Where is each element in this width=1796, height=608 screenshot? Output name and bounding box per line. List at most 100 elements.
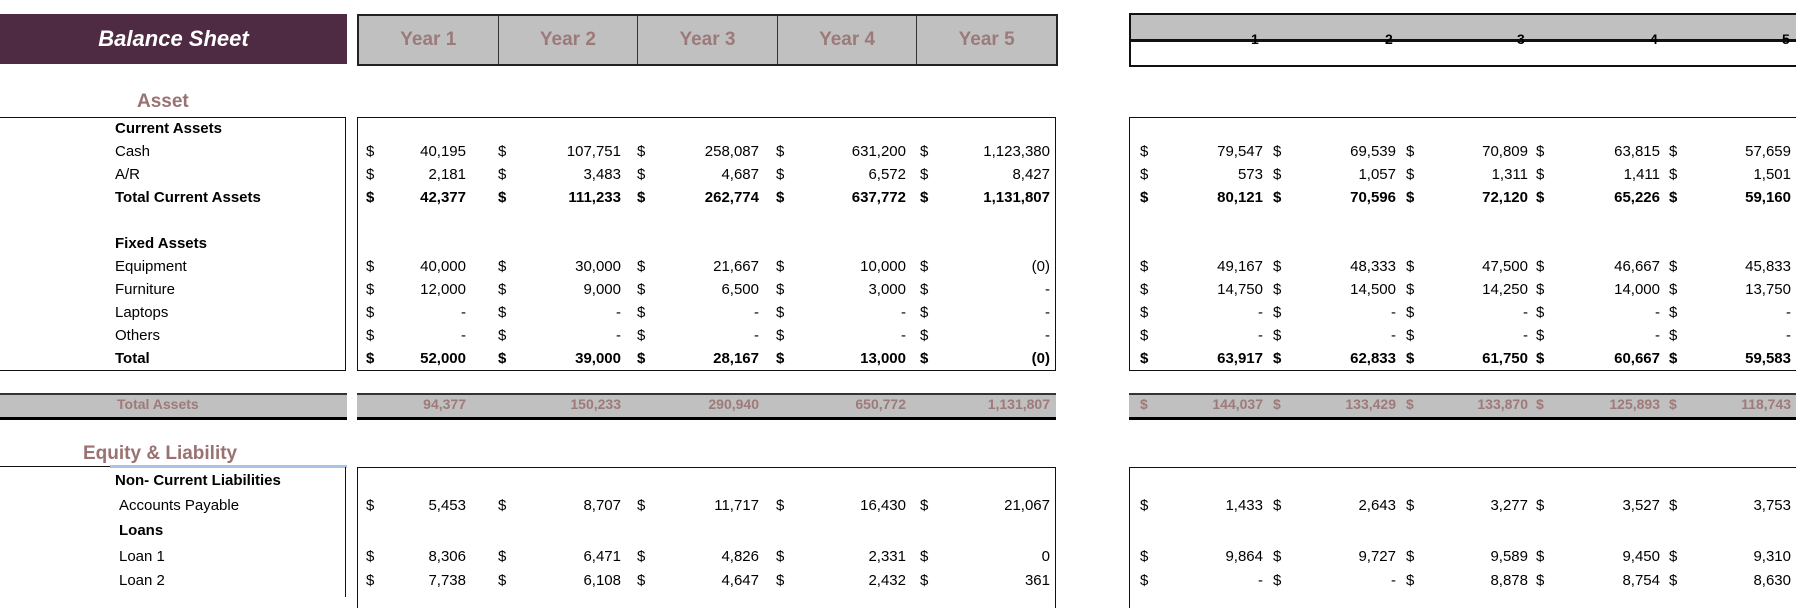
value-cell[interactable]: 14,000: [1614, 281, 1660, 298]
value-cell[interactable]: 111,233: [568, 189, 621, 206]
value-cell[interactable]: 6,500: [721, 281, 759, 298]
value-cell[interactable]: 6,572: [868, 166, 906, 183]
value-cell[interactable]: -: [1045, 281, 1050, 298]
value-cell[interactable]: 3,277: [1490, 497, 1528, 514]
value-cell[interactable]: 14,250: [1482, 281, 1528, 298]
value-cell[interactable]: 45,833: [1745, 258, 1791, 275]
year-1-header[interactable]: Year 1: [359, 16, 499, 64]
value-cell[interactable]: -: [1655, 327, 1660, 344]
value-cell[interactable]: -: [1655, 304, 1660, 321]
value-cell[interactable]: 13,000: [860, 350, 906, 367]
value-cell[interactable]: 59,583: [1745, 350, 1791, 367]
value-cell[interactable]: 2,643: [1358, 497, 1396, 514]
value-cell[interactable]: -: [461, 304, 466, 321]
value-cell[interactable]: 14,750: [1217, 281, 1263, 298]
value-cell[interactable]: 80,121: [1217, 189, 1263, 206]
value-cell[interactable]: -: [1391, 327, 1396, 344]
value-cell[interactable]: -: [1523, 327, 1528, 344]
value-cell[interactable]: 8,427: [1012, 166, 1050, 183]
value-cell[interactable]: 631,200: [851, 143, 906, 160]
value-cell[interactable]: 107,751: [566, 143, 621, 160]
value-cell[interactable]: 150,233: [570, 396, 621, 412]
value-cell[interactable]: (0): [1031, 350, 1050, 367]
value-cell[interactable]: 11,717: [714, 497, 759, 514]
value-cell[interactable]: 8,306: [428, 548, 466, 565]
value-cell[interactable]: (0): [1031, 258, 1050, 275]
value-cell[interactable]: 30,000: [575, 258, 621, 275]
value-cell[interactable]: -: [754, 304, 759, 321]
value-cell[interactable]: 14,500: [1350, 281, 1396, 298]
value-cell[interactable]: 21,067: [1004, 497, 1050, 514]
year-5-header[interactable]: Year 5: [958, 29, 1015, 50]
value-cell[interactable]: 4,826: [721, 548, 759, 565]
value-cell[interactable]: 2,181: [428, 166, 466, 183]
value-cell[interactable]: 3,000: [868, 281, 906, 298]
value-cell[interactable]: 133,429: [1345, 396, 1396, 412]
value-cell[interactable]: 9,864: [1225, 548, 1263, 565]
value-cell[interactable]: -: [1786, 327, 1791, 344]
value-cell[interactable]: 70,596: [1350, 189, 1396, 206]
value-cell[interactable]: -: [1523, 304, 1528, 321]
value-cell[interactable]: 8,707: [583, 497, 621, 514]
value-cell[interactable]: 47,500: [1482, 258, 1528, 275]
value-cell[interactable]: 4,647: [721, 572, 759, 589]
value-cell[interactable]: -: [901, 327, 906, 344]
value-cell[interactable]: 125,893: [1609, 396, 1660, 412]
value-cell[interactable]: 12,000: [420, 281, 466, 298]
year-2-header[interactable]: Year 2: [499, 16, 639, 64]
value-cell[interactable]: 637,772: [851, 189, 906, 206]
value-cell[interactable]: 40,000: [420, 258, 466, 275]
value-cell[interactable]: 60,667: [1614, 350, 1660, 367]
value-cell[interactable]: 1,123,380: [983, 143, 1050, 160]
value-cell[interactable]: 28,167: [713, 350, 759, 367]
year-4-header[interactable]: Year 4: [778, 16, 918, 64]
value-cell[interactable]: 9,727: [1358, 548, 1396, 565]
value-cell[interactable]: 9,589: [1490, 548, 1528, 565]
value-cell[interactable]: -: [1258, 572, 1263, 589]
value-cell[interactable]: 118,743: [1741, 396, 1791, 412]
value-cell[interactable]: 133,870: [1477, 396, 1528, 412]
value-cell[interactable]: -: [461, 327, 466, 344]
value-cell[interactable]: -: [616, 327, 621, 344]
value-cell[interactable]: 21,667: [713, 258, 759, 275]
value-cell[interactable]: 65,226: [1614, 189, 1660, 206]
value-cell[interactable]: -: [1045, 304, 1050, 321]
value-cell[interactable]: 46,667: [1614, 258, 1660, 275]
value-cell[interactable]: 144,037: [1212, 396, 1263, 412]
value-cell[interactable]: -: [754, 327, 759, 344]
value-cell[interactable]: 69,539: [1350, 143, 1396, 160]
value-cell[interactable]: 0: [1041, 548, 1050, 565]
value-cell[interactable]: 258,087: [704, 143, 759, 160]
value-cell[interactable]: -: [901, 304, 906, 321]
value-cell[interactable]: 57,659: [1745, 143, 1791, 160]
value-cell[interactable]: 361: [1024, 572, 1050, 589]
value-cell[interactable]: 1,131,807: [987, 396, 1050, 412]
value-cell[interactable]: 39,000: [575, 350, 621, 367]
value-cell[interactable]: 42,377: [420, 189, 466, 206]
value-cell[interactable]: 63,917: [1217, 350, 1263, 367]
value-cell[interactable]: -: [616, 304, 621, 321]
value-cell[interactable]: 8,878: [1490, 572, 1528, 589]
value-cell[interactable]: 1,131,807: [983, 189, 1050, 206]
value-cell[interactable]: 70,809: [1482, 143, 1528, 160]
value-cell[interactable]: 72,120: [1482, 189, 1528, 206]
value-cell[interactable]: 1,411: [1623, 166, 1660, 183]
value-cell[interactable]: 1,501: [1753, 166, 1791, 183]
value-cell[interactable]: 1,311: [1491, 166, 1528, 183]
value-cell[interactable]: 49,167: [1217, 258, 1263, 275]
value-cell[interactable]: -: [1258, 304, 1263, 321]
value-cell[interactable]: 2,432: [868, 572, 906, 589]
value-cell[interactable]: 5,453: [428, 497, 466, 514]
value-cell[interactable]: -: [1786, 304, 1791, 321]
value-cell[interactable]: 650,772: [855, 396, 906, 412]
value-cell[interactable]: 3,753: [1753, 497, 1791, 514]
value-cell[interactable]: 2,331: [868, 548, 906, 565]
value-cell[interactable]: 290,940: [708, 396, 759, 412]
value-cell[interactable]: 1,433: [1225, 497, 1263, 514]
value-cell[interactable]: 8,630: [1753, 572, 1791, 589]
value-cell[interactable]: 1,057: [1358, 166, 1396, 183]
value-cell[interactable]: 52,000: [420, 350, 466, 367]
value-cell[interactable]: 13,750: [1745, 281, 1791, 298]
value-cell[interactable]: 40,195: [420, 143, 466, 160]
value-cell[interactable]: 16,430: [860, 497, 906, 514]
